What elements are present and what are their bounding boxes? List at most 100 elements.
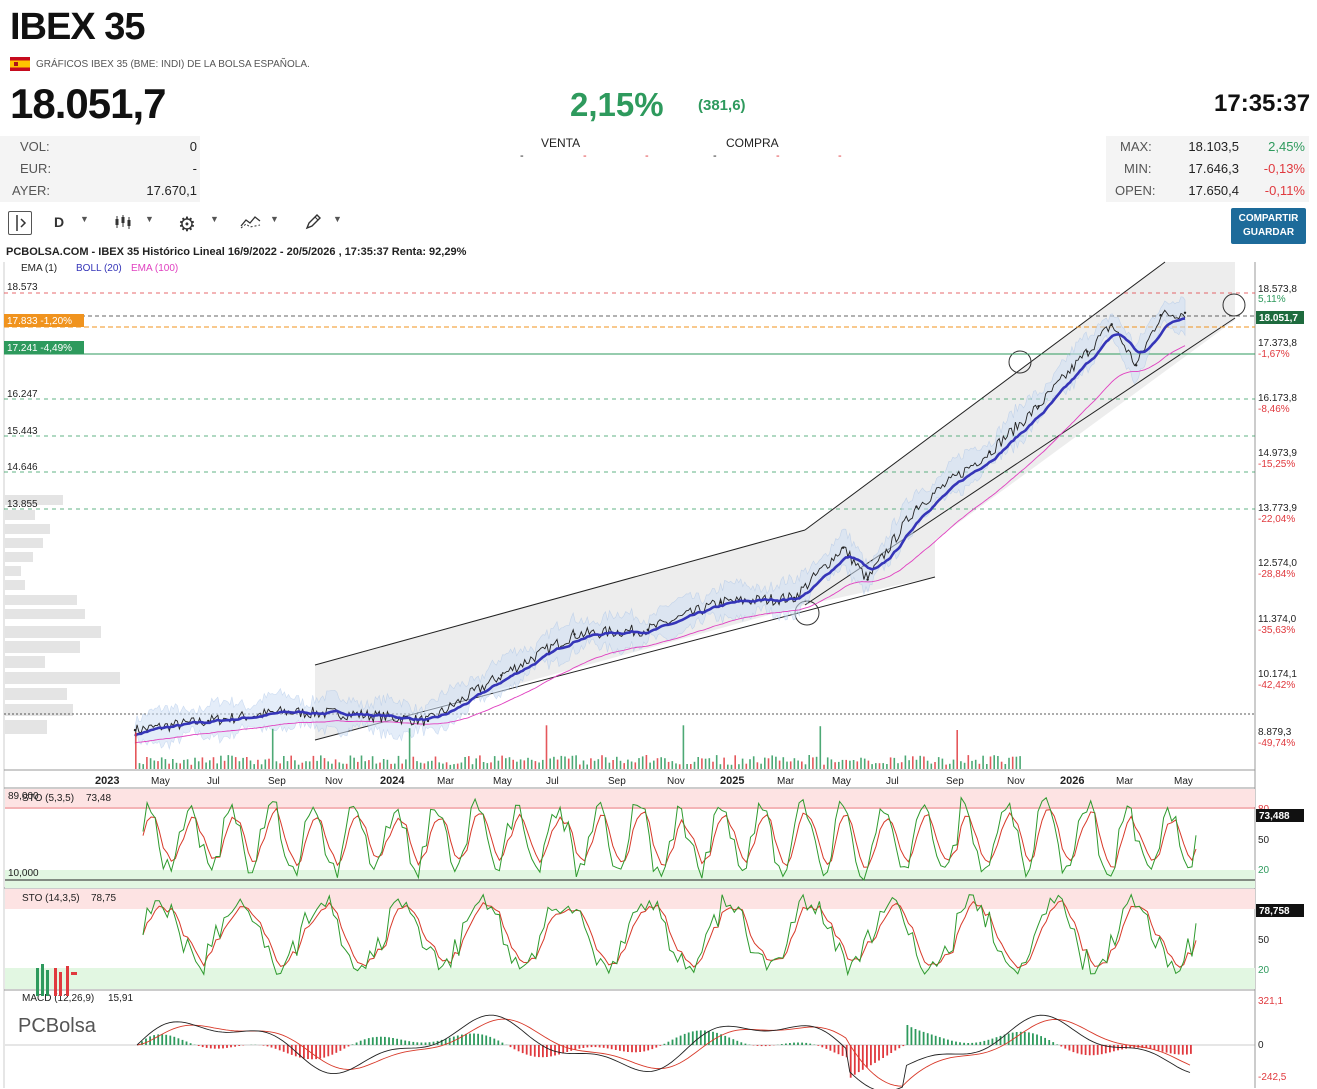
volume-bar bbox=[368, 760, 370, 769]
volume-bar bbox=[345, 763, 348, 769]
volume-bar bbox=[416, 761, 418, 769]
macd-histogram-bar bbox=[821, 1045, 824, 1048]
volume-bar bbox=[786, 761, 788, 769]
volume-bar bbox=[912, 756, 914, 769]
open-value: 17.650,4 bbox=[1188, 183, 1239, 198]
price-point bbox=[1110, 323, 1113, 326]
volume-bar bbox=[597, 759, 600, 769]
candlestick-icon[interactable] bbox=[114, 214, 132, 235]
macd-histogram-bar bbox=[550, 1045, 552, 1057]
macd-histogram-bar bbox=[1157, 1045, 1160, 1051]
volume-bar bbox=[789, 761, 792, 769]
volume-bar bbox=[1015, 756, 1018, 769]
price-point bbox=[1159, 314, 1162, 317]
chevron-down-icon[interactable]: ▼ bbox=[270, 214, 279, 224]
volume-bar bbox=[512, 759, 514, 769]
volume-bar bbox=[379, 762, 381, 769]
macd-histogram-bar bbox=[1040, 1036, 1042, 1045]
volume-bar bbox=[342, 763, 344, 769]
volume-bar bbox=[664, 758, 666, 769]
macd-histogram-bar bbox=[1165, 1045, 1168, 1053]
macd-histogram-bar bbox=[606, 1045, 609, 1049]
macd-histogram-bar bbox=[558, 1045, 560, 1055]
volume-bar bbox=[135, 732, 137, 769]
macd-histogram-bar bbox=[209, 1045, 212, 1049]
x-tick-label: May bbox=[493, 776, 512, 787]
chevron-down-icon[interactable]: ▼ bbox=[145, 214, 154, 224]
macd-histogram-bar bbox=[1161, 1045, 1164, 1052]
macd-histogram-bar bbox=[602, 1045, 605, 1048]
volume-bar bbox=[542, 759, 544, 769]
price-point bbox=[1086, 350, 1089, 353]
right-tick: 11.374,0 bbox=[1258, 614, 1297, 625]
share-save-button[interactable]: COMPARTIR GUARDAR bbox=[1231, 208, 1306, 244]
macd-histogram-bar bbox=[679, 1035, 682, 1045]
volume-bar bbox=[582, 760, 585, 769]
share-label: COMPARTIR bbox=[1238, 213, 1299, 224]
macd-histogram-bar bbox=[1104, 1045, 1107, 1054]
volume-bar bbox=[704, 758, 707, 769]
volume-bar bbox=[986, 764, 988, 769]
x-tick-label: Sep bbox=[608, 776, 626, 787]
volume-bar bbox=[320, 755, 322, 769]
volume-bar bbox=[856, 761, 859, 769]
right-tick: -1,67% bbox=[1258, 349, 1290, 360]
macd-tick-top: 321,1 bbox=[1258, 996, 1283, 1007]
macd-histogram-bar bbox=[1056, 1044, 1059, 1045]
macd-histogram-bar bbox=[465, 1033, 467, 1045]
chevron-down-icon[interactable]: ▼ bbox=[333, 214, 342, 224]
macd-histogram-bar bbox=[529, 1045, 532, 1056]
volume-bar bbox=[286, 761, 289, 769]
volume-bar bbox=[797, 760, 799, 769]
volume-bar bbox=[834, 762, 836, 769]
price-point bbox=[646, 628, 649, 631]
macd-histogram-bar bbox=[878, 1045, 880, 1061]
gear-icon[interactable]: ⚙ bbox=[178, 214, 196, 236]
macd-histogram-bar bbox=[886, 1045, 889, 1056]
volume-bar bbox=[190, 764, 193, 769]
volume-bar bbox=[423, 763, 426, 769]
macd-histogram-bar bbox=[732, 1039, 735, 1045]
volume-bar bbox=[567, 758, 570, 769]
price-point bbox=[866, 578, 869, 581]
chevron-down-icon[interactable]: ▼ bbox=[210, 214, 219, 224]
pencil-draw-icon[interactable] bbox=[304, 213, 322, 236]
macd-histogram-bar bbox=[926, 1033, 929, 1045]
volume-bar bbox=[641, 756, 644, 769]
volume-bar bbox=[271, 728, 274, 769]
volume-bar bbox=[897, 763, 899, 769]
level-label-16247: 16.247 bbox=[7, 389, 38, 400]
volume-bar bbox=[1000, 761, 1003, 769]
macd-histogram-bar bbox=[744, 1043, 747, 1045]
macd-histogram-bar bbox=[740, 1042, 743, 1045]
period-selector[interactable]: D bbox=[54, 214, 65, 230]
volume-bar bbox=[815, 756, 818, 769]
macd-histogram-bar bbox=[708, 1031, 710, 1045]
sidebar-toggle-icon[interactable] bbox=[8, 211, 32, 235]
macd-histogram-bar bbox=[1015, 1032, 1018, 1045]
volume-bar bbox=[220, 755, 222, 769]
volume-bar bbox=[656, 758, 659, 769]
volume-bar bbox=[967, 755, 970, 769]
macd-histogram-bar bbox=[282, 1045, 285, 1052]
sto1-scale-bottom: 10,000 bbox=[8, 868, 39, 879]
macd-histogram-bar bbox=[1181, 1045, 1184, 1055]
save-label: GUARDAR bbox=[1242, 227, 1295, 238]
chevron-down-icon[interactable]: ▼ bbox=[80, 214, 89, 224]
macd-histogram-bar bbox=[655, 1045, 658, 1048]
volume-bar bbox=[838, 761, 840, 769]
macd-histogram-bar bbox=[768, 1045, 771, 1046]
macd-histogram-bar bbox=[1003, 1034, 1006, 1045]
macd-histogram-bar bbox=[756, 1045, 759, 1046]
volume-bar bbox=[745, 763, 748, 769]
indicators-icon[interactable] bbox=[240, 214, 262, 235]
macd-histogram-bar bbox=[1036, 1034, 1038, 1045]
macd-histogram-bar bbox=[882, 1045, 884, 1058]
macd-histogram-bar bbox=[270, 1045, 273, 1048]
x-tick-label: Mar bbox=[437, 776, 455, 787]
x-tick-label: Jul bbox=[207, 776, 220, 787]
bollinger-mid-line bbox=[134, 317, 1186, 737]
macd-histogram-bar bbox=[829, 1045, 832, 1051]
macd-histogram-bar bbox=[951, 1040, 953, 1045]
volume-bar bbox=[442, 763, 444, 769]
